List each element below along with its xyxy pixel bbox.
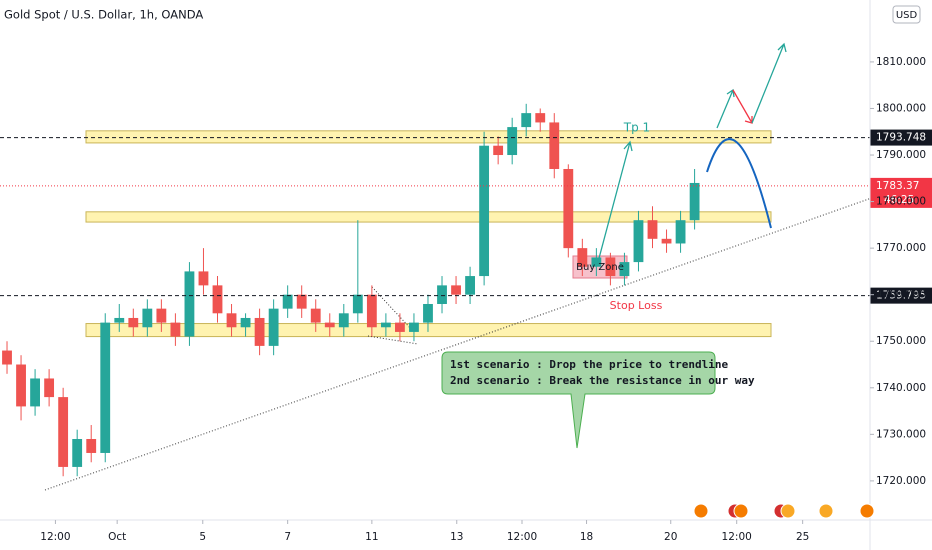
candle-body — [310, 308, 321, 323]
x-tick-label: 7 — [284, 531, 291, 543]
candle-body — [521, 113, 532, 128]
candle-body — [128, 317, 139, 328]
candle-body — [212, 285, 223, 314]
buy-zone-label: Buy Zone — [576, 262, 624, 273]
y-tick-label: 1720.000 — [876, 475, 926, 487]
candle-body — [395, 322, 405, 332]
candle-body — [605, 257, 616, 277]
x-tick-label: 12:00 — [40, 531, 70, 543]
y-tick-label: 1750.000 — [876, 335, 926, 347]
candle-body — [2, 350, 12, 365]
candle-body — [380, 322, 391, 328]
candle-body — [254, 317, 265, 346]
last-price-box — [870, 177, 932, 208]
level-label: 1793.748 — [876, 132, 926, 144]
scenario-1: 1st scenario : Drop the price to trendli… — [450, 358, 729, 371]
scenario-2: 2nd scenario : Break the resistance in o… — [450, 374, 755, 387]
candle-body — [423, 303, 433, 323]
currency-box — [892, 5, 921, 24]
zone — [85, 211, 772, 223]
candle-body — [100, 322, 111, 453]
candle-body — [170, 322, 181, 337]
candle-body — [268, 308, 279, 346]
last-price-label: 1783.37 — [876, 180, 919, 192]
candle-body — [16, 364, 26, 407]
tp-label: Tp 1 — [623, 121, 650, 135]
candle-body — [240, 317, 251, 328]
event-icons — [693, 503, 875, 519]
x-tick-label: 12:00 — [722, 531, 752, 543]
candle-body — [437, 285, 447, 304]
callout — [441, 351, 716, 449]
y-tick-label: 1730.000 — [876, 428, 926, 440]
x-tick-label: Oct — [108, 531, 126, 543]
candle-body — [619, 262, 630, 277]
candle-body — [451, 285, 461, 295]
x-tick-label: 11 — [365, 531, 378, 543]
candle-body — [549, 122, 560, 169]
x-tick-label: 13 — [450, 531, 463, 543]
candle-body — [198, 271, 209, 286]
candle-body — [142, 308, 153, 328]
candle-body — [535, 113, 546, 123]
zone — [85, 130, 772, 144]
candle-body — [675, 220, 686, 244]
currency: USD — [896, 10, 918, 21]
candle-body — [507, 127, 518, 156]
candle-body — [577, 248, 588, 267]
candle-body — [226, 313, 237, 328]
y-tick-label: 1790.000 — [876, 149, 926, 161]
candle-body — [58, 397, 69, 467]
candle-body — [296, 294, 307, 309]
y-tick-label: 1810.000 — [876, 56, 926, 68]
candle-body — [563, 168, 574, 249]
candle-body — [661, 238, 672, 244]
candle-body — [324, 322, 335, 328]
trendline — [44, 194, 881, 491]
y-tick-label: 1740.000 — [876, 382, 926, 394]
candle-body — [44, 378, 55, 398]
candle-body — [465, 276, 475, 295]
trendline-small — [371, 286, 413, 331]
countdown: 46:25 — [884, 194, 914, 206]
chart-title: Gold Spot / U.S. Dollar, 1h, OANDA — [4, 8, 203, 22]
candle-body — [282, 294, 293, 309]
stop-loss-label: Stop Loss — [610, 299, 663, 312]
candle-body — [352, 294, 363, 314]
y-tick-label: 1770.000 — [876, 242, 926, 254]
candle-body — [591, 257, 602, 267]
y-tick-label: 1760.000 — [876, 289, 926, 301]
candle-body — [647, 220, 658, 239]
candle-body — [30, 378, 40, 407]
x-tick-label: 12:00 — [507, 531, 537, 543]
x-tick-label: 5 — [199, 531, 206, 543]
level-label-box — [870, 129, 932, 146]
x-tick-label: 20 — [664, 531, 677, 543]
trendline-small — [367, 335, 419, 345]
candle-body — [156, 308, 167, 323]
level-label-box — [870, 287, 932, 304]
candle-body — [184, 271, 195, 337]
candle-body — [114, 317, 125, 323]
candle-body — [633, 220, 644, 263]
candle-body — [338, 313, 349, 328]
candle-body — [493, 145, 504, 156]
y-tick-label: 1800.000 — [876, 102, 926, 114]
arrows — [597, 42, 787, 263]
y-tick-label: 1780.000 — [876, 196, 926, 208]
candle-body — [72, 438, 83, 467]
candle-body — [479, 145, 490, 277]
level-label: 1759.795 — [876, 290, 926, 302]
candle-body — [689, 182, 700, 221]
x-tick-label: 18 — [580, 531, 593, 543]
candle-body — [86, 438, 97, 453]
candle-body — [366, 294, 377, 328]
candle-body — [409, 322, 419, 332]
x-tick-label: 25 — [796, 531, 809, 543]
